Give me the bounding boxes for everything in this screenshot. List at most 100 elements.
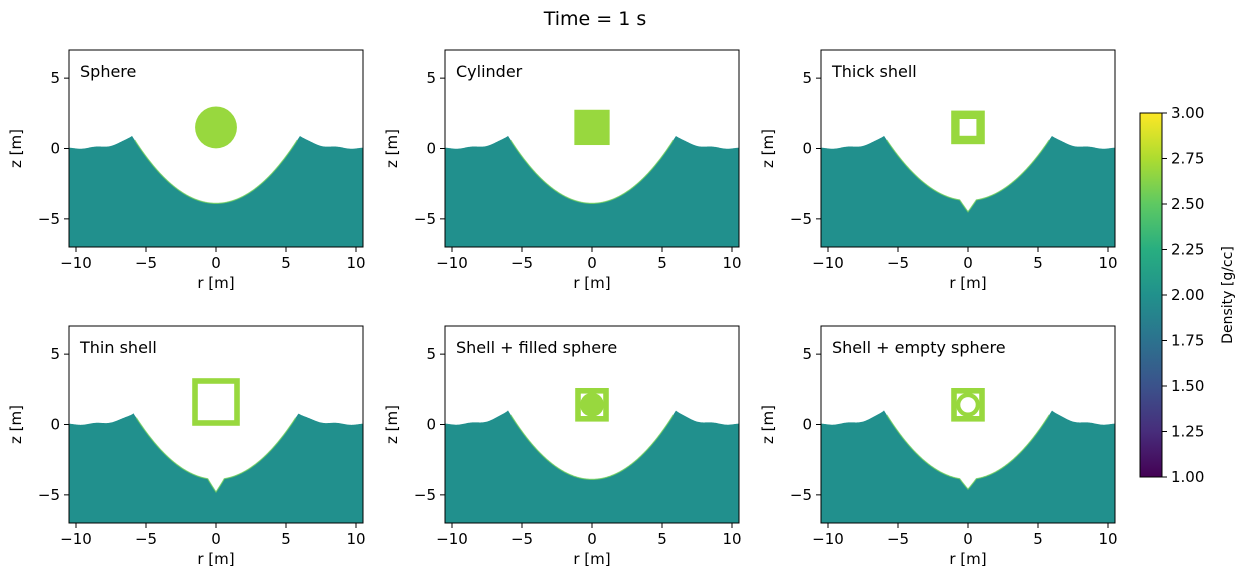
y-tick-label: −5 bbox=[414, 486, 436, 504]
colorbar-tick-label: 1.50 bbox=[1171, 377, 1204, 395]
x-tick-label: 10 bbox=[1098, 254, 1117, 272]
subplot-label: Shell + filled sphere bbox=[456, 338, 617, 357]
colorbar-ticks: 1.00 1.25 1.50 1.75 2.00 2.25 2.50 2.75 3.00 bbox=[1162, 104, 1204, 486]
crater-floor-edge bbox=[886, 414, 1050, 491]
x-tick-label: 5 bbox=[281, 254, 291, 272]
y-tick-label: 5 bbox=[50, 345, 60, 363]
x-tick-label: 0 bbox=[211, 254, 221, 272]
projectile-shell bbox=[192, 378, 240, 426]
y-tick-label: 0 bbox=[50, 140, 60, 158]
colorbar-tick-label: 2.00 bbox=[1171, 286, 1204, 304]
x-tick-label: 10 bbox=[1098, 530, 1117, 548]
x-tick-label: 10 bbox=[722, 254, 741, 272]
x-tick-label: −10 bbox=[60, 254, 92, 272]
y-tick-label: 5 bbox=[802, 69, 812, 87]
x-tick-label: −5 bbox=[887, 530, 909, 548]
y-axis-label: z [m] bbox=[383, 405, 401, 444]
x-axis-label: r [m] bbox=[949, 550, 986, 568]
y-axis-label: z [m] bbox=[7, 405, 25, 444]
crater-floor-edge bbox=[886, 139, 1050, 213]
x-tick-label: −5 bbox=[511, 254, 533, 272]
subplot-content bbox=[69, 106, 363, 247]
subplot-label: Cylinder bbox=[456, 62, 523, 81]
subplot-label: Shell + empty sphere bbox=[832, 338, 1006, 357]
crater-floor-edge bbox=[135, 417, 297, 494]
colorbar: 1.00 1.25 1.50 1.75 2.00 2.25 2.50 2.75 3.00 Den… bbox=[1139, 104, 1236, 486]
subplot-content bbox=[821, 387, 1115, 523]
x-axis-label: r [m] bbox=[197, 274, 234, 292]
x-axis-label: r [m] bbox=[197, 550, 234, 568]
subplot-grid: Sphere −10 −5 0 5 10 −5 0 5 r [m] z [m] Cylinder −10… bbox=[7, 49, 1118, 568]
y-axis-label: z [m] bbox=[383, 129, 401, 168]
projectile-inner-sphere bbox=[580, 392, 604, 417]
x-tick-label: 5 bbox=[1033, 530, 1043, 548]
x-tick-label: −5 bbox=[887, 254, 909, 272]
subplot-label: Sphere bbox=[80, 62, 136, 81]
figure-title: Time = 1 s bbox=[543, 8, 647, 30]
ground-region bbox=[445, 135, 739, 247]
y-axis-label: z [m] bbox=[7, 129, 25, 168]
projectile-shell bbox=[951, 110, 985, 145]
x-tick-label: −5 bbox=[135, 530, 157, 548]
x-tick-label: −5 bbox=[511, 530, 533, 548]
x-tick-label: −10 bbox=[436, 530, 468, 548]
y-tick-label: 5 bbox=[802, 345, 812, 363]
y-tick-label: 0 bbox=[426, 140, 436, 158]
x-tick-label: 10 bbox=[722, 530, 741, 548]
y-tick-label: −5 bbox=[790, 486, 812, 504]
colorbar-tick-label: 1.25 bbox=[1171, 423, 1204, 441]
colorbar-tick-label: 2.25 bbox=[1171, 241, 1204, 259]
subplot-content bbox=[821, 110, 1115, 247]
y-axis-label: z [m] bbox=[759, 405, 777, 444]
x-tick-label: 0 bbox=[587, 254, 597, 272]
y-tick-label: −5 bbox=[38, 486, 60, 504]
y-tick-label: 5 bbox=[50, 69, 60, 87]
subplot-content bbox=[445, 109, 739, 247]
ground-region bbox=[821, 410, 1115, 523]
x-tick-label: −10 bbox=[812, 530, 844, 548]
colorbar-tick-label: 3.00 bbox=[1171, 104, 1204, 122]
y-tick-label: −5 bbox=[38, 210, 60, 228]
crater-floor-edge bbox=[134, 139, 298, 204]
subplot-content bbox=[445, 387, 739, 523]
colorbar-tick-label: 2.75 bbox=[1171, 150, 1204, 168]
subplot: Thick shell −10 −5 0 5 10 −5 0 5 r [m] z [m] bbox=[759, 49, 1118, 292]
projectile-shell bbox=[575, 387, 609, 422]
ground-region bbox=[821, 135, 1115, 247]
subplot-label: Thick shell bbox=[831, 62, 917, 81]
y-tick-label: 0 bbox=[426, 416, 436, 434]
subplot-label: Thin shell bbox=[79, 338, 157, 357]
projectile-cylinder bbox=[574, 109, 610, 146]
x-tick-label: 10 bbox=[346, 254, 365, 272]
projectile-shell bbox=[951, 387, 985, 422]
y-tick-label: −5 bbox=[790, 210, 812, 228]
crater-floor-edge bbox=[510, 414, 674, 480]
x-tick-label: −5 bbox=[135, 254, 157, 272]
x-axis-label: r [m] bbox=[573, 550, 610, 568]
ground-region bbox=[445, 410, 739, 523]
y-tick-label: −5 bbox=[414, 210, 436, 228]
y-tick-label: 0 bbox=[802, 140, 812, 158]
colorbar-label: Density [g/cc] bbox=[1220, 246, 1236, 344]
subplot: Cylinder −10 −5 0 5 10 −5 0 5 r [m] z [m] bbox=[383, 49, 742, 292]
x-tick-label: 5 bbox=[657, 530, 667, 548]
subplot: Sphere −10 −5 0 5 10 −5 0 5 r [m] z [m] bbox=[7, 49, 366, 292]
x-tick-label: −10 bbox=[60, 530, 92, 548]
x-tick-label: 10 bbox=[346, 530, 365, 548]
subplot: Thin shell −10 −5 0 5 10 −5 0 5 r [m] z [m] bbox=[7, 325, 366, 568]
colorbar-tick-label: 2.50 bbox=[1171, 195, 1204, 213]
y-tick-label: 5 bbox=[426, 69, 436, 87]
colorbar-tick-label: 1.75 bbox=[1171, 332, 1204, 350]
x-tick-label: 0 bbox=[963, 254, 973, 272]
x-tick-label: 5 bbox=[281, 530, 291, 548]
y-tick-label: 0 bbox=[802, 416, 812, 434]
y-axis-label: z [m] bbox=[759, 129, 777, 168]
x-axis-label: r [m] bbox=[573, 274, 610, 292]
ground-region bbox=[69, 135, 363, 247]
subplot: Shell + filled sphere −10 −5 0 5 10 −5 0 5 r [m] z… bbox=[383, 325, 742, 568]
crater-floor-edge bbox=[510, 139, 674, 204]
y-tick-label: 0 bbox=[50, 416, 60, 434]
ground-region bbox=[69, 413, 363, 523]
projectile-inner-shell bbox=[956, 392, 980, 417]
